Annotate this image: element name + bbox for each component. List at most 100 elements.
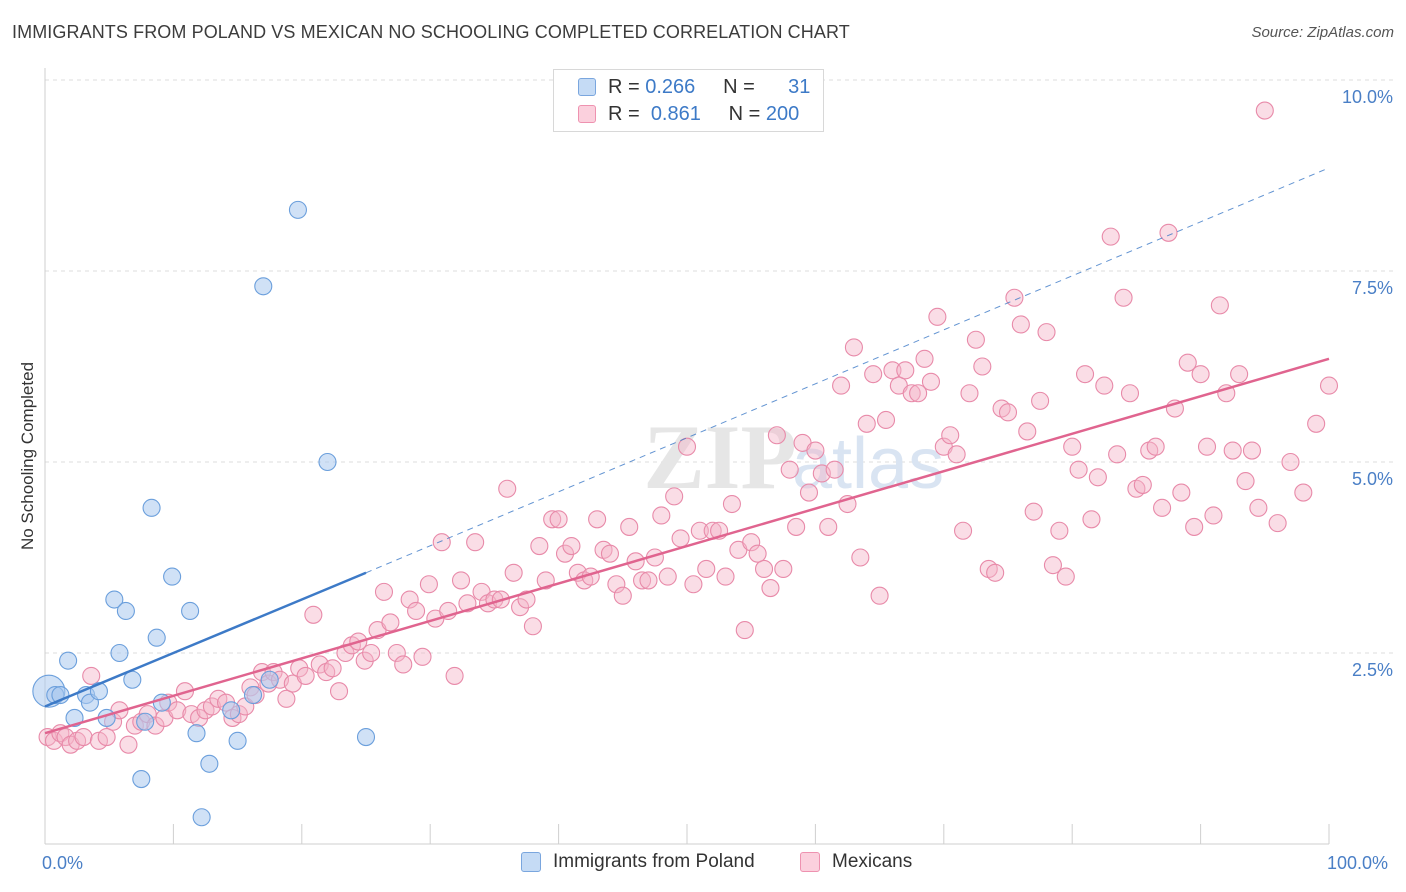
poland-point [356, 727, 376, 747]
mexicans-point [277, 689, 296, 708]
mexicans-point [819, 517, 838, 536]
mexicans-point [1172, 483, 1191, 502]
poland-point [187, 724, 206, 743]
stats-row-mexicans: R = 0.861 N = 200 [578, 101, 799, 127]
mexicans-point [1056, 567, 1075, 586]
mexicans-point [1114, 288, 1133, 307]
mexicans-point [902, 384, 921, 403]
n-value: 31 [788, 75, 811, 98]
mexicans-point [413, 647, 432, 666]
legend-label: Mexicans [832, 851, 913, 872]
mexicans-point [754, 559, 774, 579]
watermark: ZIP [643, 406, 796, 508]
poland-point [59, 651, 78, 670]
mexicans-point [1185, 517, 1204, 536]
mexicans-point [767, 426, 786, 445]
mexicans-point [883, 361, 902, 380]
chart-title: IMMIGRANTS FROM POLAND VS MEXICAN NO SCH… [12, 22, 850, 42]
mexicans-point [954, 521, 973, 540]
mexicans-point [613, 586, 632, 605]
mexicans-point [1210, 296, 1229, 315]
mexicans-point [774, 559, 793, 579]
poland-point [110, 643, 129, 663]
poland-point [192, 808, 211, 827]
mexicans-point [1242, 441, 1262, 460]
mexicans-point [97, 727, 116, 747]
mexicans-point [202, 697, 221, 716]
poland-point [163, 567, 182, 586]
mexicans-point [928, 307, 947, 326]
mexicans-point [323, 659, 342, 678]
y-axis-label: No Schooling Completed [18, 361, 37, 551]
mexicans-point [690, 521, 709, 540]
mexicans-point [1146, 437, 1165, 456]
mexicans-point [761, 579, 780, 598]
mexicans-point [1191, 365, 1210, 384]
mexicans-point [684, 575, 703, 594]
x-tick-label: 100.0% [1327, 853, 1389, 873]
mexicans-point [362, 643, 381, 663]
mexicans-point [1050, 521, 1069, 540]
mexicans-point [1063, 437, 1082, 456]
mexicans-point [1043, 556, 1062, 575]
y-tick-label: 10.0% [1341, 87, 1393, 107]
mexicans-point [876, 410, 896, 430]
mexicans-point [607, 575, 626, 594]
mexicans-point [780, 460, 799, 479]
source-note: Source: ZipAtlas.com [1251, 24, 1394, 41]
mexicans-point [549, 510, 568, 529]
poland-point [200, 754, 219, 773]
mexicans-point [677, 437, 697, 456]
mexicans-point [1230, 365, 1249, 384]
mexicans-point [562, 536, 581, 556]
mexicans-point [787, 517, 806, 536]
mexicans-point [82, 666, 101, 685]
mexicans-point [973, 357, 992, 376]
mexicans-point [960, 384, 979, 403]
mexicans-point [1024, 502, 1043, 521]
mexicans-point [432, 533, 451, 552]
legend-swatch-mexicans [800, 852, 820, 872]
mexicans-point [407, 601, 426, 621]
x-tick-label: 0.0% [42, 853, 84, 873]
r-value: 0.861 [650, 102, 701, 125]
mexicans-point [1037, 323, 1056, 342]
poland-point [318, 452, 337, 472]
mexicans-point [387, 643, 406, 663]
mexicans-point [419, 575, 438, 594]
mexicans-point [374, 582, 394, 601]
mexicans-point [825, 460, 844, 479]
mexicans-point [168, 701, 187, 720]
n-label: N = [723, 75, 755, 98]
mexicans-point [555, 544, 575, 563]
poland-point [254, 277, 273, 296]
poland-point [132, 770, 151, 789]
mexicans-point [445, 666, 464, 685]
mexicans-point [451, 571, 471, 590]
mexicans-point [588, 510, 607, 529]
mexicans-point [870, 586, 889, 605]
mexicans-point [748, 544, 767, 563]
mexicans-point [986, 563, 1005, 582]
mexicans-point [998, 403, 1018, 422]
mexicans-point [1120, 384, 1140, 403]
mexicans-point [530, 536, 549, 556]
poland-point [147, 628, 166, 647]
mexicans-point [296, 666, 315, 685]
mexicans-point [1319, 376, 1339, 395]
mexicans-point [658, 567, 677, 586]
mexicans-point [1082, 510, 1101, 529]
mexicans-point [1204, 506, 1223, 525]
mexicans-point [329, 682, 349, 701]
mexicans-point [896, 361, 915, 380]
mexicans-point [1294, 483, 1313, 502]
mexicans-point [466, 533, 485, 552]
legend-swatch-mexicans [578, 105, 596, 123]
mexicans-point [1178, 353, 1197, 372]
poland-point [228, 731, 247, 750]
mexicans-point [1088, 468, 1107, 487]
poland-point [105, 590, 124, 609]
mexicans-point [799, 483, 819, 502]
r-value: 0.266 [645, 75, 696, 98]
